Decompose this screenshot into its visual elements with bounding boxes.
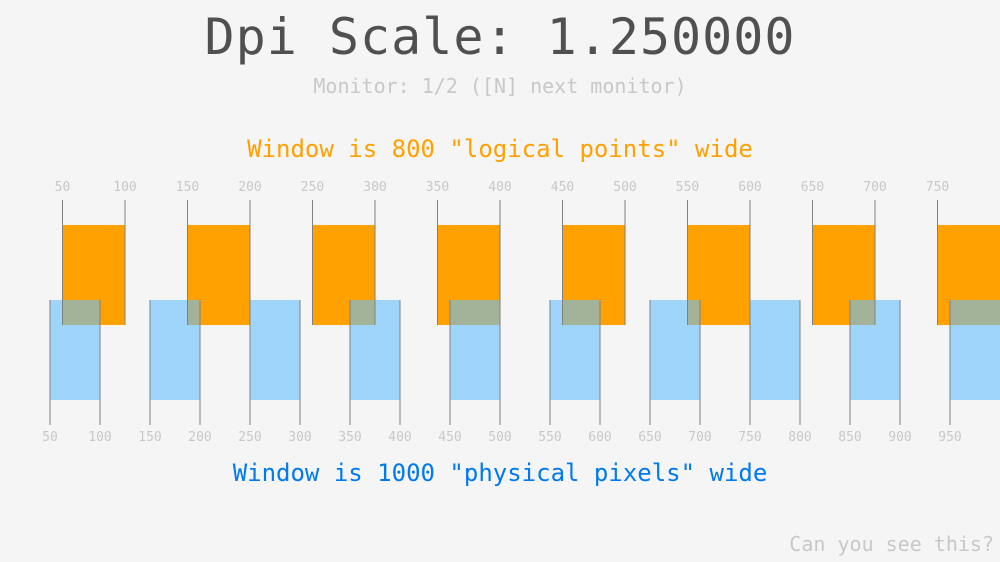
logical-tick-label: 350: [426, 180, 449, 195]
physical-tick-label: 800: [788, 430, 811, 445]
logical-tick-label: 150: [176, 180, 199, 195]
physical-tick-label: 950: [938, 430, 961, 445]
logical-tick-label: 450: [551, 180, 574, 195]
physical-tick-label: 250: [238, 430, 261, 445]
logical-tick-label: 500: [613, 180, 636, 195]
logical-tick-label: 750: [926, 180, 949, 195]
physical-block: [550, 300, 600, 400]
physical-tick-label: 600: [588, 430, 611, 445]
logical-tick-label: 50: [55, 180, 71, 195]
logical-tick-label: 550: [676, 180, 699, 195]
physical-tick-label: 700: [688, 430, 711, 445]
physical-block: [750, 300, 800, 400]
logical-tick-label: 250: [301, 180, 324, 195]
physical-tick-label: 900: [888, 430, 911, 445]
physical-pixels-caption: Window is 1000 "physical pixels" wide: [232, 459, 768, 487]
physical-tick-label: 350: [338, 430, 361, 445]
physical-tick-label: 450: [438, 430, 461, 445]
physical-tick-label: 200: [188, 430, 211, 445]
logical-tick-label: 600: [738, 180, 761, 195]
physical-tick-label: 150: [138, 430, 161, 445]
physical-tick-label: 500: [488, 430, 511, 445]
logical-tick-label: 400: [488, 180, 511, 195]
logical-tick-label: 700: [863, 180, 886, 195]
physical-block: [950, 300, 1000, 400]
physical-block: [650, 300, 700, 400]
logical-tick-label: 200: [238, 180, 261, 195]
physical-block: [450, 300, 500, 400]
physical-block: [250, 300, 300, 400]
physical-tick-label: 400: [388, 430, 411, 445]
physical-tick-label: 750: [738, 430, 761, 445]
monitor-info: Monitor: 1/2 ([N] next monitor): [313, 74, 687, 98]
logical-points-caption: Window is 800 "logical points" wide: [247, 135, 753, 163]
physical-tick-label: 300: [288, 430, 311, 445]
physical-tick-label: 100: [88, 430, 111, 445]
physical-block: [150, 300, 200, 400]
physical-tick-label: 850: [838, 430, 861, 445]
logical-tick-label: 650: [801, 180, 824, 195]
physical-tick-label: 650: [638, 430, 661, 445]
physical-tick-label: 50: [42, 430, 58, 445]
physical-block: [50, 300, 100, 400]
logical-tick-label: 100: [113, 180, 136, 195]
logical-tick-label: 300: [363, 180, 386, 195]
corner-test-text: Can you see this?: [789, 532, 994, 556]
physical-tick-label: 550: [538, 430, 561, 445]
dpi-scale-title: Dpi Scale: 1.250000: [204, 8, 796, 66]
